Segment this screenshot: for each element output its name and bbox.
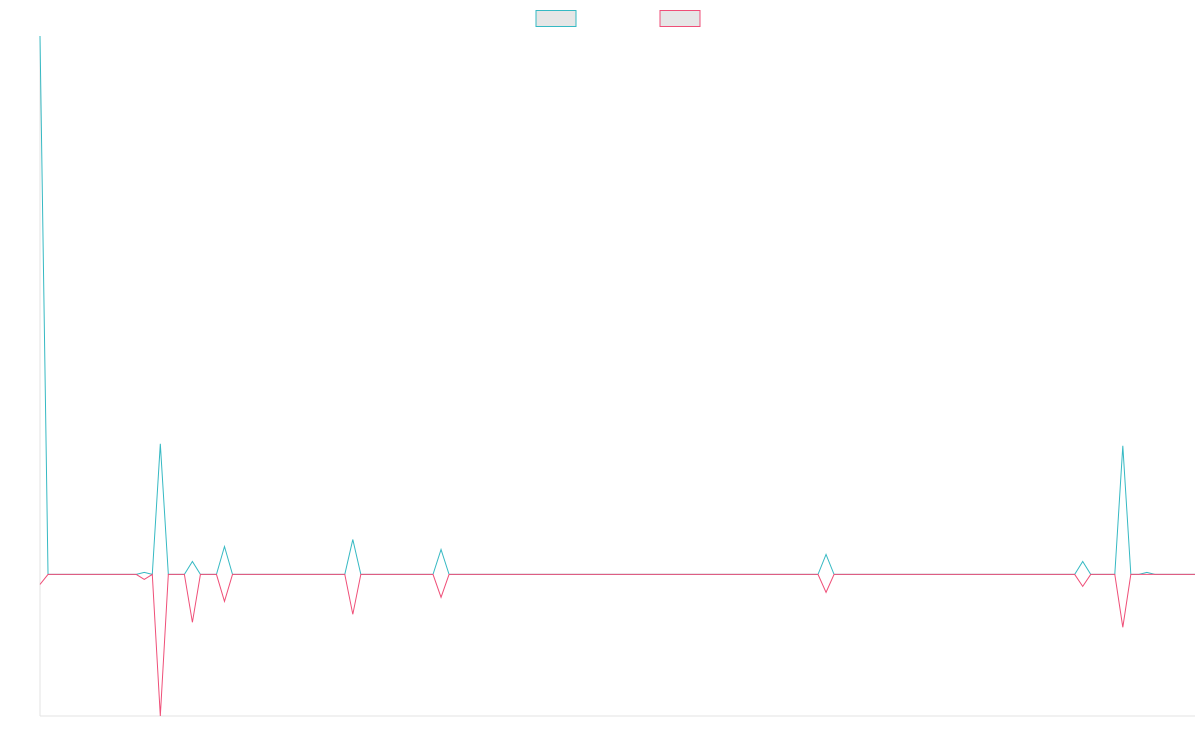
legend	[535, 10, 701, 27]
series-line-2	[39, 573, 1195, 717]
axes	[39, 36, 1195, 717]
series-layer	[39, 35, 1195, 717]
legend-swatch-2[interactable]	[659, 10, 701, 27]
legend-swatch-1[interactable]	[535, 10, 577, 27]
series-line-1	[39, 35, 1195, 576]
